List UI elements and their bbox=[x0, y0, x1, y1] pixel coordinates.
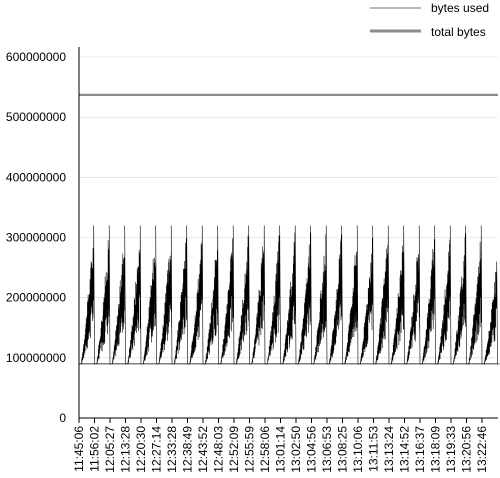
x-tick-label-9: 12:48:03 bbox=[212, 426, 226, 473]
x-tick-label-8: 12:43:52 bbox=[196, 426, 210, 473]
legend: bytes used total bytes bbox=[370, 1, 489, 39]
y-tick-label-0: 0 bbox=[59, 411, 66, 425]
y-tick-label-6: 600000000 bbox=[6, 50, 66, 64]
x-tick-label-5: 12:27:14 bbox=[150, 426, 164, 473]
x-tick-label-14: 13:02:50 bbox=[289, 426, 303, 473]
x-tick-label-24: 13:19:33 bbox=[444, 426, 458, 473]
x-tick-label-11: 12:55:59 bbox=[243, 426, 257, 473]
y-tick-label-1: 100000000 bbox=[6, 351, 66, 365]
x-tick-label-0: 11:45:06 bbox=[72, 426, 86, 472]
x-tick-label-7: 12:38:49 bbox=[181, 426, 195, 473]
grid bbox=[79, 56, 498, 359]
x-tick-label-23: 13:18:09 bbox=[429, 426, 443, 473]
bytes-used-series bbox=[78, 225, 500, 365]
bytes-used-line bbox=[78, 225, 500, 365]
x-tick-label-3: 12:13:28 bbox=[119, 426, 133, 473]
x-tick-label-2: 12:05:27 bbox=[103, 426, 117, 473]
x-tick-label-20: 13:13:24 bbox=[382, 426, 396, 473]
x-tick-label-21: 13:14:52 bbox=[398, 426, 412, 473]
x-tick-label-10: 12:52:09 bbox=[227, 426, 241, 473]
x-tick-label-6: 12:33:28 bbox=[165, 426, 179, 473]
axes bbox=[78, 47, 498, 423]
y-tick-label-3: 300000000 bbox=[6, 231, 66, 245]
x-tick-label-13: 13:01:14 bbox=[274, 426, 288, 473]
x-tick-label-19: 13:11:53 bbox=[367, 426, 381, 472]
x-tick-label-25: 13:20:56 bbox=[460, 426, 474, 473]
x-tick-label-12: 12:58:06 bbox=[258, 426, 272, 473]
legend-label-total-bytes: total bytes bbox=[431, 25, 486, 39]
x-tick-labels: 11:45:06 11:56:02 12:05:27 12:13:28 12:20:30… bbox=[72, 426, 489, 473]
x-tick-label-26: 13:22:46 bbox=[475, 426, 489, 473]
x-tick-label-16: 13:06:53 bbox=[320, 426, 334, 473]
y-tick-label-5: 500000000 bbox=[6, 110, 66, 124]
x-tick-label-17: 13:08:25 bbox=[336, 426, 350, 473]
y-tick-labels: 0 100000000 200000000 300000000 400000000 500… bbox=[6, 50, 66, 425]
x-tick-label-18: 13:10:06 bbox=[351, 426, 365, 473]
legend-label-bytes-used: bytes used bbox=[431, 1, 489, 15]
x-tick-label-4: 12:20:30 bbox=[134, 426, 148, 473]
x-tick-label-15: 13:04:56 bbox=[305, 426, 319, 473]
y-tick-label-4: 400000000 bbox=[6, 170, 66, 184]
y-tick-label-2: 200000000 bbox=[6, 291, 66, 305]
x-tick-label-1: 11:56:02 bbox=[88, 426, 102, 472]
x-tick-label-22: 13:16:37 bbox=[413, 426, 427, 473]
